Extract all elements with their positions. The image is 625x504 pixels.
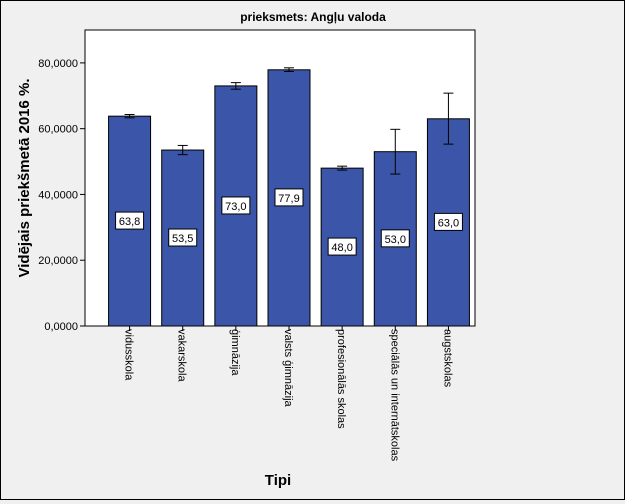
data-label-box <box>115 211 145 230</box>
data-label: 48,0 <box>331 242 352 254</box>
y-tick-label: 20,0000 <box>38 255 78 267</box>
data-label-box <box>327 237 357 256</box>
chart-title: prieksmets: Angļu valoda <box>240 10 386 24</box>
data-label-box <box>380 229 410 248</box>
x-axis: vidusskola vakarskola ģimnāzija valsts ģimn… <box>85 325 475 462</box>
category-label: valsts ģimnāzija <box>282 329 295 408</box>
category-label: profesionālās skolas <box>335 329 347 429</box>
y-tick-label: 80,0000 <box>38 58 78 70</box>
y-axis-title: Vidējais priekšmetā 2016 %. <box>16 78 33 277</box>
data-label: 53,5 <box>172 233 193 245</box>
y-axis: 0,0000 20,0000 40,0000 60,0000 80,0000 <box>38 30 86 333</box>
category-label: speciālās un internātskolas <box>388 329 400 462</box>
data-label-box <box>274 188 304 207</box>
category-label: augstskolas <box>441 329 453 388</box>
category-label: vakarskola <box>176 329 188 382</box>
data-label: 77,9 <box>278 193 299 205</box>
data-label: 63,8 <box>119 216 140 228</box>
x-axis-title: Tipi <box>265 472 291 489</box>
category-label: vidusskola <box>123 329 135 381</box>
data-label-box <box>221 196 251 215</box>
y-tick-label: 60,0000 <box>38 124 78 136</box>
category-label: ģimnāzija <box>229 329 242 376</box>
data-label: 53,0 <box>385 234 406 246</box>
y-tick-label: 0,0000 <box>44 321 78 333</box>
bars: 63,8 53,5 73,0 77,9 48,0 53,0 63,0 <box>108 67 470 327</box>
y-tick-label: 40,0000 <box>38 189 78 201</box>
data-label-box <box>168 228 198 247</box>
data-label-box <box>433 212 463 231</box>
data-label: 73,0 <box>225 201 246 213</box>
data-label: 63,0 <box>438 217 459 229</box>
